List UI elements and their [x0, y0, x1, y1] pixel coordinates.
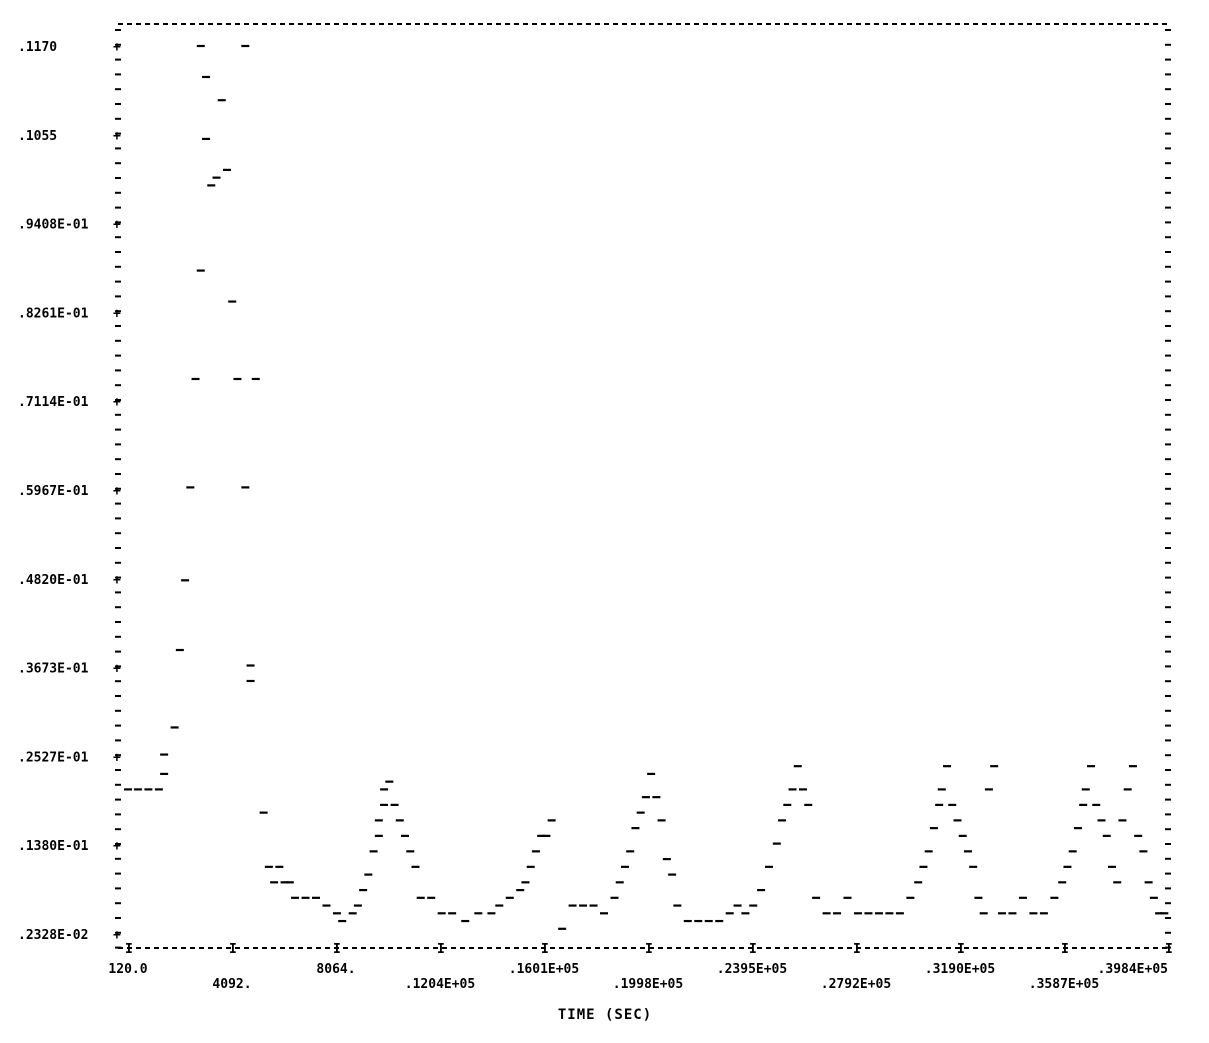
y-tick-mark-1: +: [113, 129, 121, 144]
x-tick-label-9: .3587E+05: [1029, 977, 1099, 992]
x-tick-mark-7: I: [853, 942, 861, 957]
x-tick-mark-10: I: [1165, 942, 1173, 957]
x-tick-label-6: .2395E+05: [717, 962, 787, 977]
x-tick-label-0: 120.0: [108, 962, 147, 977]
x-tick-mark-8: I: [957, 942, 965, 957]
x-tick-label-4: .1601E+05: [509, 962, 579, 977]
y-tick-label-4: .7114E-01: [18, 395, 89, 410]
y-tick-label-5: .5967E-01: [18, 484, 89, 499]
x-tick-mark-4: I: [541, 942, 549, 957]
x-axis-ticks: I 120.0 I 4092. I 8064. I .1204E+05 I .1601E+05 I.…: [108, 942, 1172, 992]
y-tick-label-2: .9408E-01: [18, 218, 89, 233]
x-tick-mark-1: I: [229, 942, 237, 957]
plot-frame: [115, 24, 1171, 948]
x-tick-label-10: .3984E+05: [1098, 962, 1168, 977]
y-tick-label-10: .2328E-02: [18, 928, 88, 943]
y-tick-label-1: .1055: [18, 129, 57, 144]
x-tick-mark-0: I: [125, 942, 133, 957]
y-tick-mark-10: +: [113, 928, 121, 943]
y-axis-ticks: .1170 + .1055 + .9408E-01 + .8261E-01 + .7114E-0…: [18, 40, 121, 943]
y-tick-label-8: .2527E-01: [18, 750, 89, 765]
x-tick-label-5: .1998E+05: [613, 977, 683, 992]
y-tick-label-3: .8261E-01: [18, 306, 89, 321]
y-tick-mark-9: +: [113, 839, 121, 854]
y-tick-mark-4: +: [113, 395, 121, 410]
x-tick-label-8: .3190E+05: [925, 962, 995, 977]
x-tick-label-1: 4092.: [212, 977, 251, 992]
y-tick-mark-6: +: [113, 573, 121, 588]
y-tick-mark-2: +: [113, 218, 121, 233]
y-tick-label-0: .1170: [18, 40, 57, 55]
y-tick-mark-5: +: [113, 484, 121, 499]
x-tick-label-2: 8064.: [316, 962, 355, 977]
x-tick-mark-9: I: [1061, 942, 1069, 957]
x-axis-title: TIME (SEC): [558, 1007, 652, 1023]
y-tick-label-7: .3673E-01: [18, 662, 89, 677]
y-tick-label-6: .4820E-01: [18, 573, 89, 588]
y-tick-mark-3: +: [113, 306, 121, 321]
x-tick-label-3: .1204E+05: [405, 977, 475, 992]
y-tick-mark-7: +: [113, 662, 121, 677]
x-tick-mark-3: I: [437, 942, 445, 957]
x-tick-mark-5: I: [645, 942, 653, 957]
data-marks: [124, 46, 1168, 929]
y-tick-label-9: .1380E-01: [18, 839, 89, 854]
x-tick-label-7: .2792E+05: [821, 977, 891, 992]
y-tick-mark-0: +: [113, 40, 121, 55]
x-tick-mark-6: I: [749, 942, 757, 957]
x-tick-mark-2: I: [333, 942, 341, 957]
y-tick-mark-8: +: [113, 750, 121, 765]
